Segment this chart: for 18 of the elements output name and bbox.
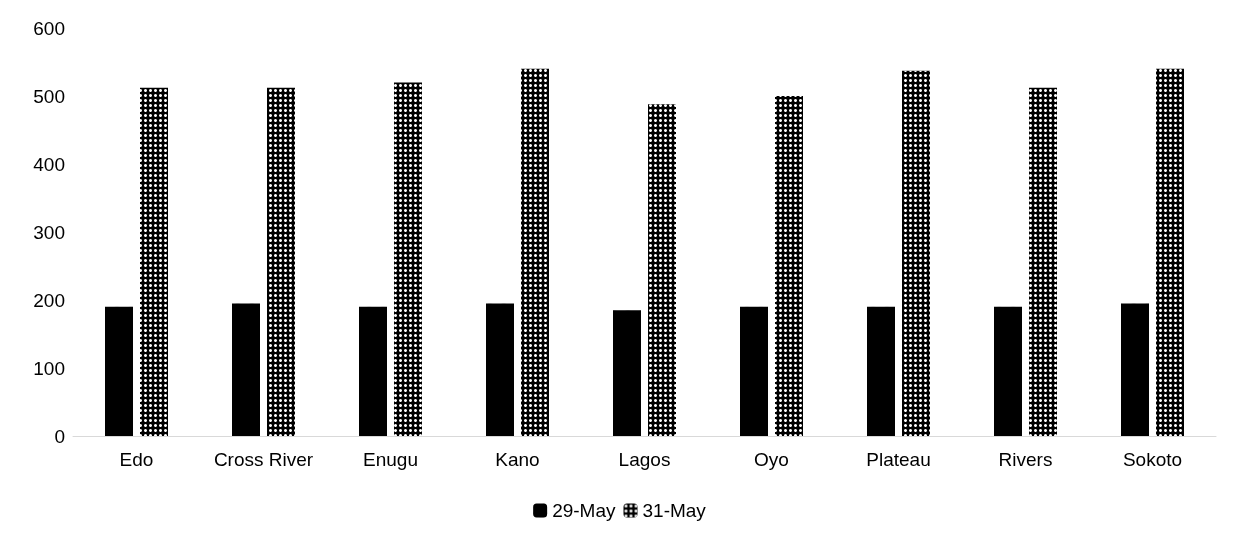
x-tick-label: Cross River bbox=[213, 449, 314, 470]
legend-label: 31-May bbox=[642, 500, 707, 521]
x-tick-label: Oyo bbox=[754, 449, 789, 470]
x-tick-label: Edo bbox=[119, 449, 154, 470]
y-tick-label: 600 bbox=[33, 17, 65, 39]
x-tick-label: Sokoto bbox=[1122, 449, 1183, 470]
legend-label: 29-May bbox=[552, 500, 616, 521]
x-tick-label: Rivers bbox=[998, 449, 1053, 470]
y-tick-label: 500 bbox=[33, 85, 65, 107]
x-tick-label: Kano bbox=[495, 449, 540, 470]
y-tick-label: 100 bbox=[33, 357, 65, 379]
x-tick-label: Enugu bbox=[363, 449, 418, 470]
x-tick-label: Plateau bbox=[866, 449, 931, 470]
y-tick-label: 400 bbox=[33, 153, 65, 175]
y-tick-label: 0 bbox=[54, 425, 65, 447]
y-tick-label: 300 bbox=[33, 221, 65, 243]
x-tick-label: Lagos bbox=[618, 449, 671, 470]
y-tick-label: 200 bbox=[33, 289, 65, 311]
